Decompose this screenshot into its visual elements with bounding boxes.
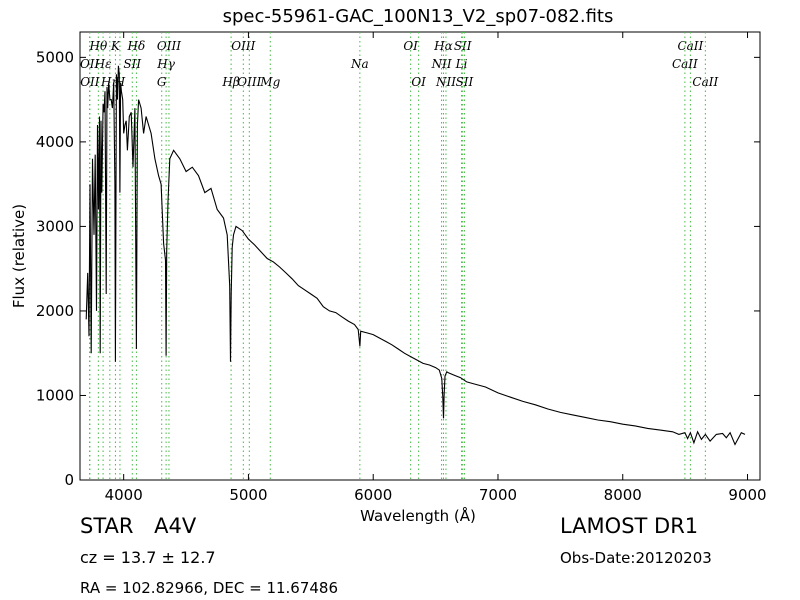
chart-title: spec-55961-GAC_100N13_V2_sp07-082.fits <box>223 6 614 27</box>
marker-label-8: CaII <box>677 39 703 53</box>
y-tick-label-4: 4000 <box>36 133 74 151</box>
marker-label-12: Hγ <box>156 57 175 71</box>
marker-label-16: CaII <box>672 57 698 71</box>
marker-label-7: SII <box>454 39 472 53</box>
marker-label-0: Hθ <box>88 39 107 53</box>
object-class-label: STAR <box>80 514 134 538</box>
marker-label-17: OII <box>80 75 100 89</box>
marker-label-21: Hβ <box>221 75 239 89</box>
x-tick-label-3: 7000 <box>479 486 517 504</box>
redshift-value: cz = 13.7 ± 12.7 <box>80 548 216 567</box>
y-tick-label-1: 1000 <box>36 386 74 404</box>
observation-date: Obs-Date:20120203 <box>560 549 712 567</box>
y-axis-label: Flux (relative) <box>10 204 28 308</box>
axis-ticks: 4000 5000 6000 7000 8000 9000 0 1000 2000 3000 400… <box>36 32 767 504</box>
marker-label-26: SII <box>456 75 474 89</box>
marker-label-10: Hε <box>94 57 112 71</box>
x-axis-label: Wavelength (Å) <box>360 506 476 525</box>
y-tick-label-3: 3000 <box>36 217 74 235</box>
coordinates: RA = 102.82966, DEC = 11.67486 <box>80 579 339 597</box>
marker-label-23: Mg <box>259 75 280 89</box>
marker-label-24: OI <box>411 75 426 89</box>
marker-label-14: NII <box>431 57 452 71</box>
marker-label-27: CaII <box>692 75 718 89</box>
y-tick-label-2: 2000 <box>36 302 74 320</box>
marker-label-1: K <box>110 39 121 53</box>
x-tick-label-1: 5000 <box>229 486 267 504</box>
object-subclass: A4V <box>154 514 197 538</box>
marker-label-3: OIII <box>157 39 181 53</box>
marker-label-20: G <box>157 75 167 89</box>
x-tick-label-0: 4000 <box>105 486 143 504</box>
object-class: STAR A4V <box>80 514 196 538</box>
marker-label-5: OI <box>403 39 418 53</box>
survey-name: LAMOST DR1 <box>560 514 699 538</box>
marker-label-13: Na <box>350 57 369 71</box>
marker-label-4: OIII <box>231 39 255 53</box>
spectrum-line <box>85 65 746 446</box>
x-tick-label-4: 8000 <box>604 486 642 504</box>
marker-label-18: Hη <box>100 75 119 89</box>
marker-label-2: Hδ <box>127 39 146 53</box>
marker-label-15: Li <box>455 57 468 71</box>
marker-label-25: NII <box>435 75 456 89</box>
y-tick-label-0: 0 <box>64 471 74 489</box>
y-tick-label-5: 5000 <box>36 48 74 66</box>
marker-label-22: OIII <box>237 75 261 89</box>
x-tick-label-2: 6000 <box>354 486 392 504</box>
marker-label-11: SII <box>123 57 141 71</box>
marker-label-6: Hα <box>433 39 453 53</box>
plot-frame <box>79 31 761 481</box>
x-tick-label-5: 9000 <box>728 486 766 504</box>
